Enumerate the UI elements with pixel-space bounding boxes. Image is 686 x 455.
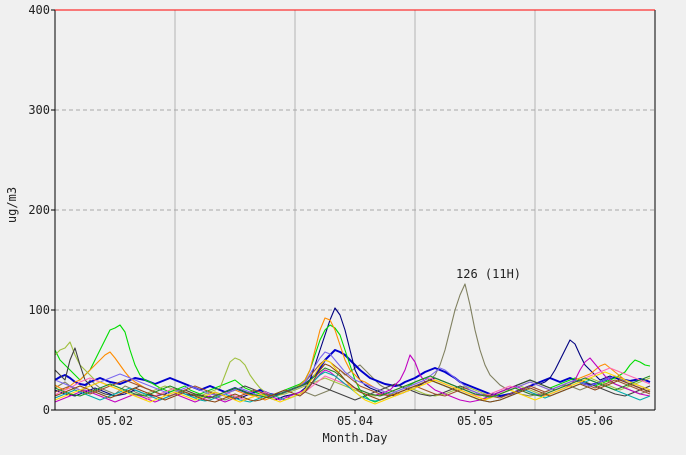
series-line-14 — [54, 363, 651, 403]
y-tick-label-200: 200 — [28, 203, 50, 217]
peak-annotation: 126 (11H) — [456, 267, 521, 281]
x-tick-label-0: 05.02 — [97, 414, 133, 428]
series-line-12 — [54, 359, 651, 405]
series-line-11 — [54, 351, 651, 399]
x-tick-label-2: 05.04 — [337, 414, 373, 428]
x-axis-label: Month.Day — [322, 431, 387, 445]
y-tick-label-300: 300 — [28, 103, 50, 117]
y-tick-labels: 0 100 200 300 400 — [28, 3, 55, 417]
series-line-1 — [54, 349, 651, 397]
y-tick-label-400: 400 — [28, 3, 50, 17]
x-tick-label-3: 05.05 — [457, 414, 493, 428]
y-axis-label: ug/m3 — [5, 187, 19, 223]
x-tick-label-1: 05.03 — [217, 414, 253, 428]
y-tick-label-100: 100 — [28, 303, 50, 317]
y-tick-label-0: 0 — [43, 403, 50, 417]
x-tick-labels: 05.02 05.03 05.04 05.05 05.06 — [97, 410, 613, 428]
grid-layer — [55, 10, 655, 410]
series-layer — [54, 283, 651, 405]
x-tick-label-4: 05.06 — [577, 414, 613, 428]
